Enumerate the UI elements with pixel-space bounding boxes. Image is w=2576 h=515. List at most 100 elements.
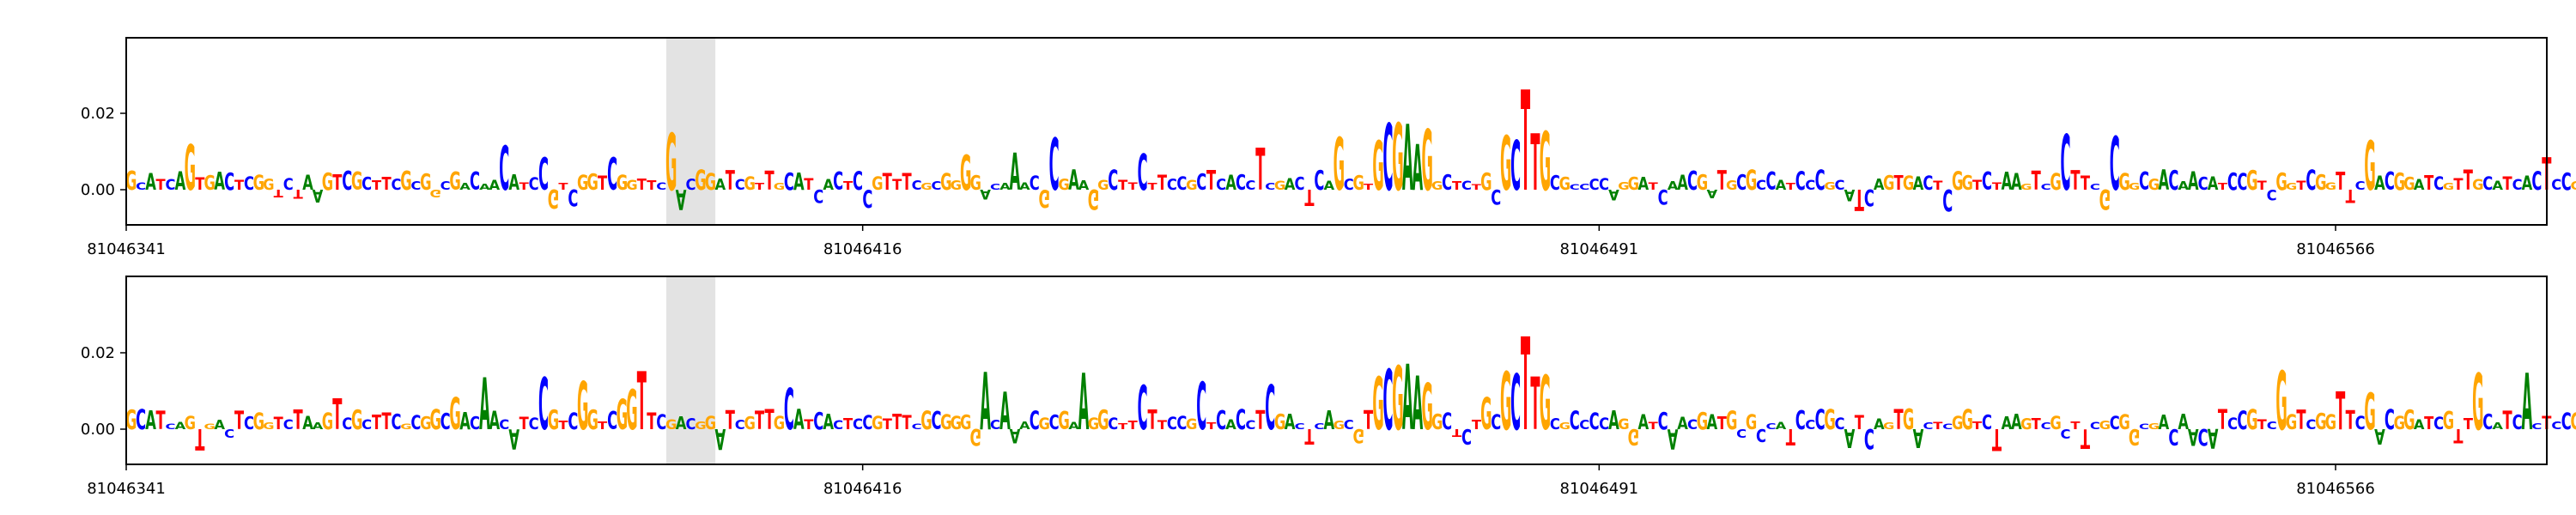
logo-letter: A — [1844, 185, 1856, 203]
logo-letter: C — [1658, 185, 1668, 209]
logo-letter: T — [2464, 165, 2473, 197]
logo-letter: A — [793, 169, 805, 197]
x-tick-label: 81046491 — [1560, 240, 1639, 258]
logo-letter: A — [2374, 172, 2385, 194]
logo-letter: A — [1707, 410, 1718, 434]
logo-letter: C — [784, 378, 794, 444]
logo-letter: A — [1776, 177, 1787, 193]
logo-letter: A — [2159, 410, 2170, 434]
logo-letter: T — [1128, 418, 1139, 432]
logo-letter: C — [2385, 167, 2395, 196]
logo-letter: T — [1521, 311, 1530, 459]
logo-letter: T — [1649, 421, 1659, 432]
logo-letter: T — [372, 177, 381, 192]
logo-letter: C — [1923, 421, 1933, 433]
logo-letter: C — [136, 403, 146, 436]
logo-letter: T — [2296, 404, 2306, 435]
logo-letter: C — [410, 179, 421, 192]
logo-letter: G — [185, 133, 196, 205]
logo-letter: A — [313, 185, 324, 204]
logo-letter: T — [804, 416, 814, 433]
logo-letter: T — [2081, 172, 2091, 194]
logo-letter: G — [1334, 124, 1345, 208]
logo-letter: C — [853, 415, 863, 433]
logo-letter: G — [1352, 424, 1364, 446]
logo-letter: G — [2315, 409, 2326, 435]
logo-letter: C — [1245, 179, 1255, 193]
logo-letter: C — [1864, 184, 1874, 210]
logo-letter: C — [2041, 183, 2051, 192]
logo-letter: G — [617, 392, 628, 439]
logo-letter: G — [125, 165, 137, 196]
logo-letter: G — [420, 414, 431, 433]
logo-letter: T — [1157, 418, 1168, 433]
logo-letter: G — [2148, 421, 2160, 432]
logo-letter: C — [440, 179, 451, 192]
logo-letter: C — [1795, 167, 1806, 197]
logo-letter: C — [1138, 144, 1148, 203]
logo-letter: A — [1637, 410, 1649, 434]
logo-letter: C — [244, 173, 254, 195]
logo-letter: G — [705, 169, 716, 196]
logo-letter: A — [2002, 169, 2013, 197]
logo-letter: G — [1559, 421, 1571, 432]
logo-letter: T — [2503, 174, 2512, 194]
logo-letter: G — [2403, 404, 2415, 435]
logo-letter: A — [2178, 410, 2189, 434]
logo-letter: C — [1442, 409, 1452, 435]
logo-letter: C — [1030, 172, 1040, 194]
logo-letter: A — [2522, 173, 2533, 195]
logo-letter: G — [1352, 172, 1364, 194]
logo-letter: A — [2374, 424, 2385, 448]
logo-letter: T — [1972, 177, 1982, 193]
logo-letter: C — [1815, 404, 1826, 435]
logo-letter: A — [1677, 415, 1688, 434]
logo-letter: G — [1334, 420, 1345, 433]
x-tick-label: 81046416 — [823, 480, 902, 498]
logo-letter: G — [1952, 167, 1963, 197]
x-tick-label: 81046491 — [1560, 480, 1639, 498]
logo-letter: G — [400, 167, 411, 197]
logo-letter: G — [351, 169, 362, 197]
logo-letter: T — [1157, 171, 1167, 195]
logo-letter: C — [2561, 169, 2572, 197]
logo-letter: G — [2099, 418, 2111, 432]
logo-letter: C — [1030, 406, 1040, 436]
logo-letter: G — [2246, 165, 2257, 196]
logo-letter: A — [2178, 180, 2189, 193]
logo-letter: G — [1559, 174, 1571, 194]
logo-letter: T — [274, 187, 283, 200]
logo-letter: C — [1570, 183, 1580, 191]
logo-letter: C — [1835, 177, 1845, 193]
logo-letter: A — [1874, 176, 1885, 194]
logo-letter: T — [1472, 183, 1481, 191]
logo-letter: A — [175, 421, 186, 432]
logo-letter: G — [2148, 176, 2160, 194]
logo-letter: A — [1677, 171, 1688, 195]
logo-letter: C — [1138, 375, 1148, 445]
logo-letter: T — [598, 172, 608, 194]
logo-letter: T — [647, 178, 656, 193]
logo-letter: C — [1736, 426, 1747, 439]
logo-letter: T — [598, 420, 607, 433]
logo-letter: T — [2070, 421, 2080, 433]
logo-letter: C — [1589, 175, 1600, 193]
logo-letter: T — [1717, 165, 1727, 196]
logo-letter: G — [263, 176, 274, 194]
logo-letter: A — [1078, 179, 1090, 193]
logo-letter: C — [136, 181, 146, 192]
logo-letter: C — [1658, 409, 1668, 436]
logo-letter: A — [980, 186, 991, 203]
logo-letter: G — [2472, 359, 2483, 448]
logo-letter: T — [2336, 169, 2345, 197]
logo-letter: T — [155, 177, 166, 193]
logo-letter: T — [1118, 177, 1127, 193]
logo-letter: C — [1108, 415, 1118, 433]
logo-letter: C — [1176, 414, 1187, 433]
logo-letter: G — [1746, 165, 1757, 196]
logo-letter: C — [499, 136, 509, 205]
logo-letter: G — [1903, 404, 1914, 437]
logo-letter: C — [1550, 171, 1560, 195]
logo-letter: C — [410, 411, 421, 433]
logo-letter: T — [1894, 171, 1904, 195]
